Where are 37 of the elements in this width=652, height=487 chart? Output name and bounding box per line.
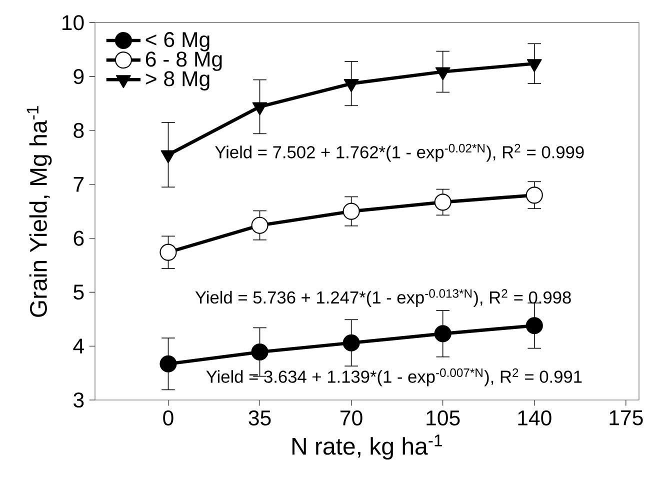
x-tick-label: 175 xyxy=(610,410,643,426)
point xyxy=(526,59,542,72)
x-axis-title: N rate, kg ha$^{-1}$ xyxy=(292,434,442,460)
y-tick-label: 8 xyxy=(74,122,84,138)
point xyxy=(252,102,268,116)
point xyxy=(342,334,360,352)
point xyxy=(251,216,268,234)
point xyxy=(434,194,452,211)
y-tick-label: 7 xyxy=(74,177,84,192)
annotation: Yield = 3.634 + 1.139*(1 - exp$^{-0.007*N}$), R$^{2}$ = 0.991 xyxy=(206,368,582,386)
point xyxy=(434,325,452,342)
y-axis-title: Grain Yield, Mg ha$^{-1}$ xyxy=(26,106,52,317)
point xyxy=(251,343,268,361)
x-tick-label: 70 xyxy=(340,410,362,426)
legend-label: > 8 Mg xyxy=(146,71,210,90)
point xyxy=(160,150,176,164)
y-tick-label: 10 xyxy=(62,15,84,30)
point xyxy=(160,244,177,261)
point xyxy=(342,202,360,220)
y-tick-label: 3 xyxy=(74,392,84,408)
point xyxy=(344,79,359,92)
x-tick-label: 105 xyxy=(426,410,460,426)
point xyxy=(435,67,450,80)
legend-label: 6 - 8 Mg xyxy=(146,52,222,71)
x-tick-label: 35 xyxy=(248,410,271,426)
point xyxy=(526,317,543,334)
point xyxy=(526,186,543,204)
y-tick-label: 4 xyxy=(73,338,84,354)
legend-label: < 6 Mg xyxy=(146,32,210,52)
annotation: Yield = 7.502 + 1.762*(1 - exp$^{-0.02*N}$), R$^{2}$ = 0.999 xyxy=(215,144,584,162)
point xyxy=(160,355,177,372)
x-tick-label: 140 xyxy=(518,410,552,426)
y-tick-label: 9 xyxy=(74,69,84,84)
x-tick-label: 0 xyxy=(163,410,174,426)
annotation: Yield = 5.736 + 1.247*(1 - exp$^{-0.013*N}$), R$^{2}$ = 0.998 xyxy=(195,289,571,308)
y-tick-label: 5 xyxy=(74,284,84,300)
y-tick-label: 6 xyxy=(74,230,84,246)
